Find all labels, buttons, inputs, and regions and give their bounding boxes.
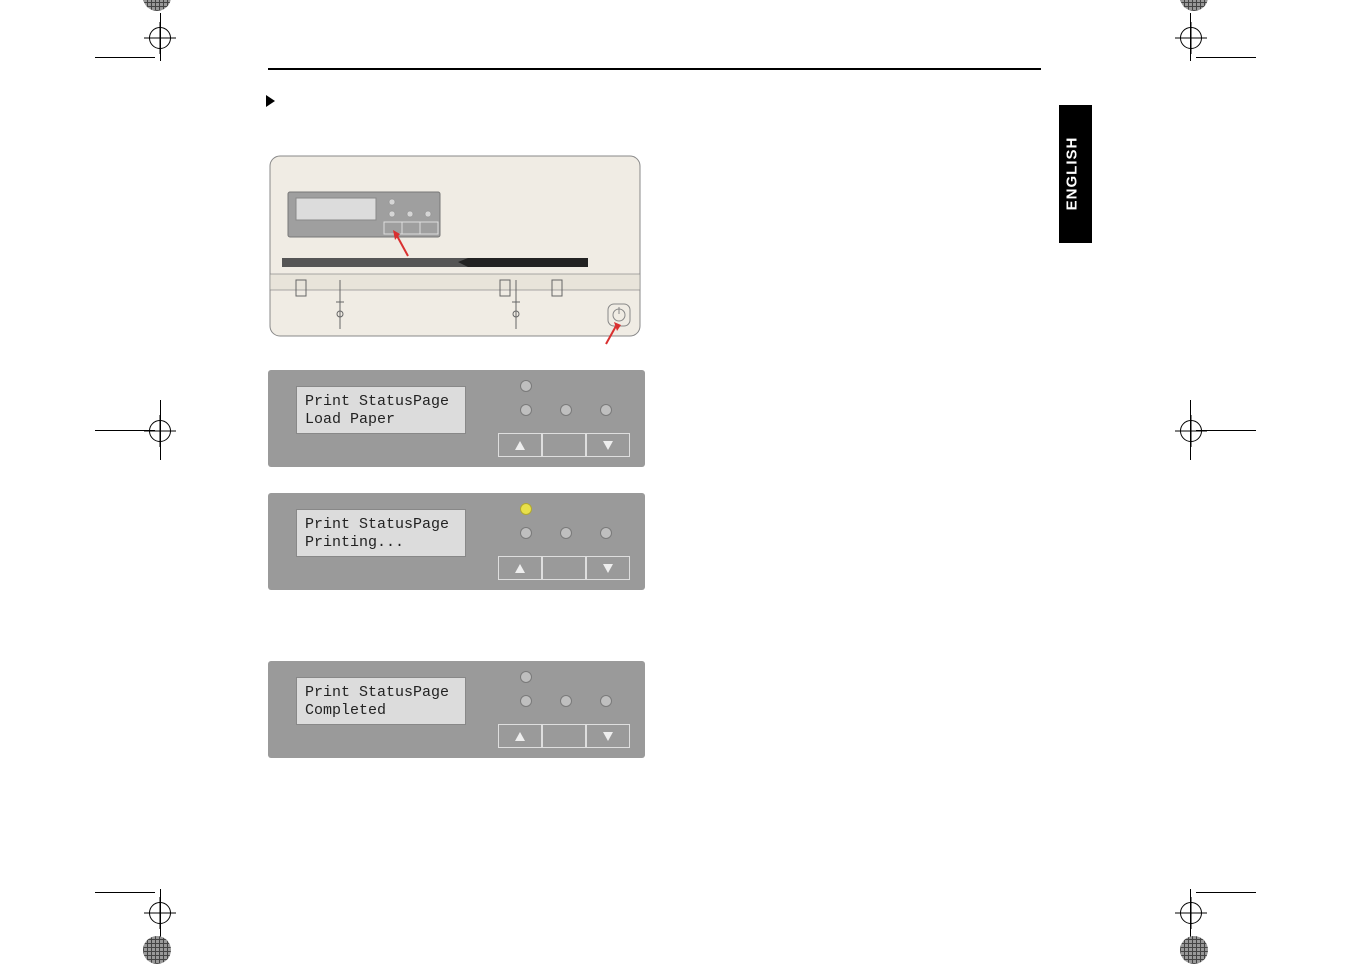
lcd-display: Print StatusPage Load Paper	[296, 386, 466, 434]
lcd-line2: Load Paper	[305, 411, 457, 429]
lcd-display: Print StatusPage Printing...	[296, 509, 466, 557]
down-button[interactable]	[586, 556, 630, 580]
lcd-line1: Print StatusPage	[305, 684, 457, 702]
led-indicator	[560, 527, 572, 539]
middle-button[interactable]	[542, 556, 586, 580]
up-button[interactable]	[498, 556, 542, 580]
down-button[interactable]	[586, 724, 630, 748]
step-pointer-icon	[266, 95, 275, 107]
led-indicator-on	[520, 503, 532, 515]
led-indicator	[560, 695, 572, 707]
up-button[interactable]	[498, 433, 542, 457]
lcd-panel-load-paper: Print StatusPage Load Paper	[268, 370, 645, 467]
up-button[interactable]	[498, 724, 542, 748]
lcd-line1: Print StatusPage	[305, 516, 457, 534]
lcd-display: Print StatusPage Completed	[296, 677, 466, 725]
language-tab: ENGLISH	[1059, 105, 1092, 243]
middle-button[interactable]	[542, 433, 586, 457]
lcd-line1: Print StatusPage	[305, 393, 457, 411]
printer-illustration	[268, 154, 643, 354]
led-indicator	[520, 527, 532, 539]
crop-mark-mid-right	[1136, 400, 1256, 470]
led-indicator	[600, 527, 612, 539]
lcd-line2: Completed	[305, 702, 457, 720]
led-indicator	[600, 695, 612, 707]
led-indicator	[520, 671, 532, 683]
crop-mark-bottom-left	[95, 884, 215, 954]
crop-mark-bottom-right	[1136, 884, 1256, 954]
header-divider	[268, 68, 1041, 70]
crop-mark-top-left	[95, 0, 215, 65]
down-button[interactable]	[586, 433, 630, 457]
led-indicator	[560, 404, 572, 416]
led-indicator	[520, 404, 532, 416]
crop-mark-mid-left	[95, 400, 215, 470]
language-tab-label: ENGLISH	[1063, 137, 1080, 211]
crop-mark-top-right	[1136, 0, 1256, 65]
lcd-panel-printing: Print StatusPage Printing...	[268, 493, 645, 590]
led-indicator	[520, 380, 532, 392]
lcd-panel-completed: Print StatusPage Completed	[268, 661, 645, 758]
middle-button[interactable]	[542, 724, 586, 748]
led-indicator	[600, 404, 612, 416]
lcd-line2: Printing...	[305, 534, 457, 552]
led-indicator	[520, 695, 532, 707]
